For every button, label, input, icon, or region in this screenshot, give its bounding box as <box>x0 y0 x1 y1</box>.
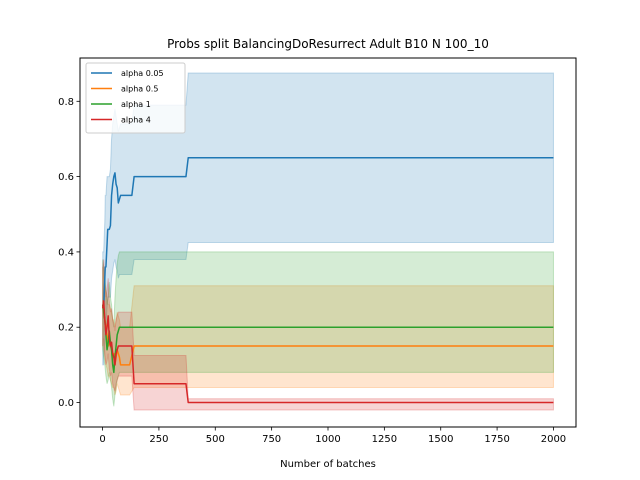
chart-title: Probs split BalancingDoResurrect Adult B… <box>167 37 489 51</box>
x-tick-label: 750 <box>262 434 281 445</box>
y-axis: 0.0 0.2 0.4 0.6 0.8 <box>58 97 80 409</box>
band-alpha-4 <box>102 259 554 411</box>
legend-label: alpha 0.05 <box>121 69 164 78</box>
legend: alpha 0.05 alpha 0.5 alpha 1 alpha 4 <box>85 62 186 134</box>
legend-label: alpha 4 <box>121 116 151 125</box>
band-alpha-0-5 <box>102 266 554 396</box>
legend-box <box>85 62 186 134</box>
x-tick-label: 1750 <box>484 434 509 445</box>
x-axis-label: Number of batches <box>280 459 376 470</box>
legend-label: alpha 0.5 <box>121 85 158 94</box>
confidence-bands <box>102 72 554 411</box>
legend-label: alpha 1 <box>121 100 151 109</box>
x-tick-label: 1250 <box>372 434 397 445</box>
y-tick-label: 0.6 <box>58 172 74 183</box>
x-tick-label: 250 <box>149 434 168 445</box>
y-tick-label: 0.8 <box>58 97 74 108</box>
x-tick-label: 2000 <box>541 434 566 445</box>
y-tick-label: 0.4 <box>58 247 74 258</box>
series-line-alpha-1 <box>102 304 554 374</box>
band-alpha-1 <box>102 251 554 407</box>
y-tick-label: 0.2 <box>58 323 74 334</box>
x-axis: 0 250 500 750 1000 1250 1500 1750 2000 <box>99 427 566 445</box>
x-tick-label: 1000 <box>315 434 340 445</box>
x-tick-label: 1500 <box>428 434 453 445</box>
series-lines <box>102 157 554 404</box>
series-line-alpha-0-05 <box>102 157 554 310</box>
x-tick-label: 500 <box>206 434 225 445</box>
x-tick-label: 0 <box>99 434 105 445</box>
series-line-alpha-4 <box>102 300 554 404</box>
y-tick-label: 0.0 <box>58 398 74 409</box>
